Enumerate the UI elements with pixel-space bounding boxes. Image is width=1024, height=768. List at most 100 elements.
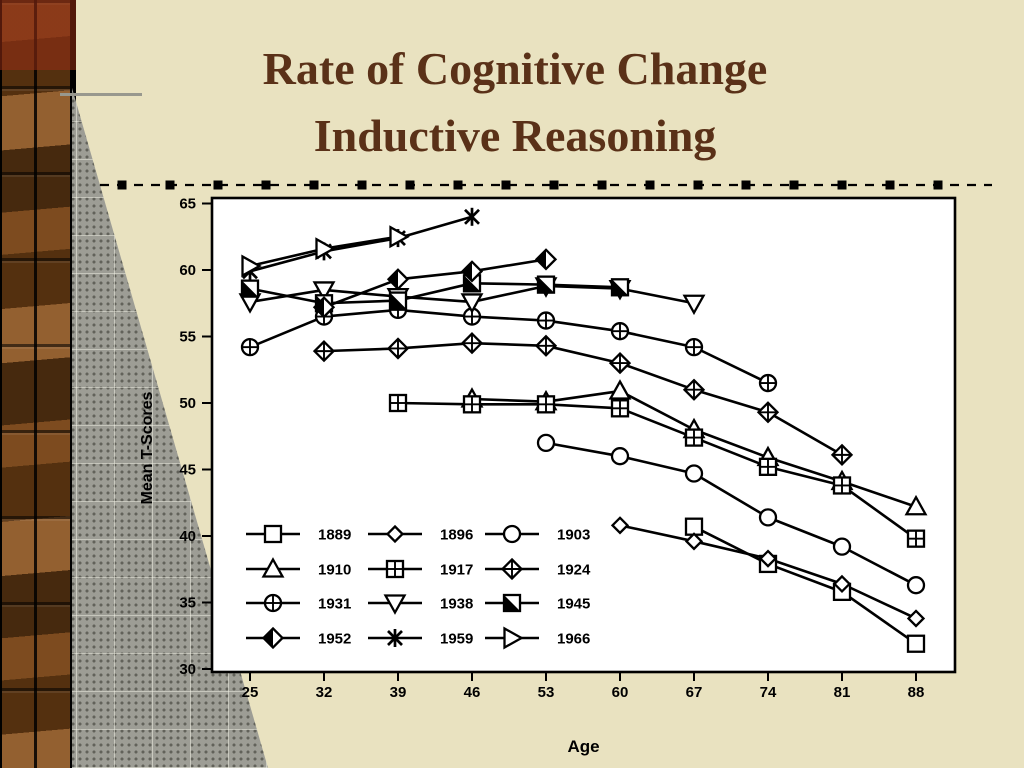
legend-entry-1945: 1945 xyxy=(485,593,590,613)
y-tick-label: 55 xyxy=(179,329,196,346)
series-1945-line xyxy=(248,281,622,305)
legend-entry-1889: 1889 xyxy=(246,524,351,544)
marker-open-triangle-right xyxy=(389,225,410,249)
marker-open-diamond xyxy=(684,532,704,551)
dashed-separator xyxy=(100,180,992,190)
marker-asterisk xyxy=(387,629,403,647)
series-markers xyxy=(238,207,928,653)
legend-entry-1896: 1896 xyxy=(368,524,473,544)
marker-open-diamond xyxy=(832,574,852,594)
legend-label: 1966 xyxy=(557,631,590,648)
legend-label: 1917 xyxy=(440,562,473,579)
decorative-gray-line xyxy=(60,93,142,96)
marker-diamond-cross xyxy=(830,443,854,466)
marker-open-triangle-up xyxy=(261,557,285,578)
marker-circle-plus xyxy=(263,593,283,613)
legend-label: 1924 xyxy=(557,562,591,579)
x-tick-label: 39 xyxy=(390,684,407,701)
series-1896-markers xyxy=(610,516,926,628)
marker-open-circle xyxy=(610,447,630,466)
marker-diamond-cross xyxy=(756,401,780,424)
marker-square-cross xyxy=(385,559,405,579)
marker-circle-plus xyxy=(684,337,704,357)
x-tick-label: 32 xyxy=(316,684,333,701)
series-1917-markers xyxy=(388,393,926,548)
series-1945-markers xyxy=(240,274,630,313)
series-1931-line xyxy=(248,308,770,385)
marker-square-half-filled xyxy=(240,279,260,298)
series-1966-markers xyxy=(241,225,410,278)
legend-entry-1938: 1938 xyxy=(368,594,473,615)
series-1959-line xyxy=(248,215,474,273)
decorative-border-strip xyxy=(0,0,76,768)
marker-diamond-cross xyxy=(500,557,524,581)
legend-entry-1952: 1952 xyxy=(246,626,351,650)
series-1952-line xyxy=(322,258,548,309)
x-tick-label: 74 xyxy=(760,684,777,701)
legend-label: 1945 xyxy=(557,596,590,613)
marker-circle-plus xyxy=(610,322,630,341)
marker-square-half-filled xyxy=(388,291,408,310)
series-1903-markers xyxy=(536,433,926,595)
marker-open-square xyxy=(263,524,283,544)
marker-diamond-cross xyxy=(534,334,558,357)
marker-square-half-filled xyxy=(610,278,630,297)
marker-open-circle xyxy=(758,508,778,527)
y-tick-label: 65 xyxy=(179,196,196,213)
x-axis-title: Age xyxy=(567,737,599,756)
x-tick-label: 81 xyxy=(834,684,851,701)
series-1889-line xyxy=(692,525,918,646)
marker-diamond-cross xyxy=(460,332,484,355)
plot-area xyxy=(210,196,957,674)
title-line-2: Inductive Reasoning xyxy=(313,109,717,161)
legend-entry-1959: 1959 xyxy=(368,629,473,648)
marker-square-half-filled xyxy=(502,593,522,613)
marker-open-triangle-right xyxy=(503,626,524,650)
marker-open-diamond xyxy=(610,516,630,535)
marker-diamond-half-filled xyxy=(534,248,558,271)
x-tick-label: 53 xyxy=(538,684,555,701)
marker-open-triangle-right xyxy=(241,254,262,278)
series-1931-markers xyxy=(240,300,778,393)
legend-entry-1910: 1910 xyxy=(246,557,351,579)
marker-open-triangle-up xyxy=(904,494,928,516)
marker-square-cross xyxy=(906,529,926,548)
y-tick-label: 60 xyxy=(179,262,196,279)
y-tick-label: 45 xyxy=(179,462,196,479)
series-1952-markers xyxy=(312,248,558,319)
marker-open-triangle-down xyxy=(383,594,407,615)
marker-asterisk xyxy=(464,207,480,226)
legend-entry-1903: 1903 xyxy=(485,524,590,544)
marker-open-triangle-down xyxy=(460,293,484,314)
marker-square-cross xyxy=(536,395,556,414)
y-tick-label: 30 xyxy=(179,661,196,678)
legend-label: 1889 xyxy=(318,527,351,544)
marker-square-cross xyxy=(388,393,408,413)
y-tick-label: 35 xyxy=(179,595,196,612)
marker-open-square xyxy=(906,634,926,653)
marker-diamond-cross xyxy=(608,351,632,375)
marker-diamond-half-filled xyxy=(460,260,484,283)
marker-open-diamond xyxy=(906,609,926,628)
marker-open-circle xyxy=(502,524,522,544)
legend: 1889 1896 1903 1910 1917 1924 1931 1938 1945 1952… xyxy=(246,524,591,650)
legend-label: 1896 xyxy=(440,527,473,544)
marker-square-cross xyxy=(758,457,778,476)
legend-entry-1924: 1924 xyxy=(485,557,591,581)
title-line-1: Rate of Cognitive Change xyxy=(262,43,768,94)
legend-entry-1917: 1917 xyxy=(368,559,473,579)
marker-open-circle xyxy=(906,576,926,595)
marker-square-cross xyxy=(832,476,852,495)
y-axis-title: Mean T-Scores xyxy=(139,391,156,504)
marker-square-cross xyxy=(684,428,704,447)
marker-diamond-half-filled xyxy=(261,626,285,650)
marker-circle-plus xyxy=(758,373,778,393)
marker-open-triangle-right xyxy=(315,237,336,261)
series-1924-markers xyxy=(312,332,854,466)
marker-diamond-cross xyxy=(312,340,336,363)
marker-open-triangle-down xyxy=(682,294,706,316)
legend-label: 1903 xyxy=(557,527,590,544)
marker-square-cross xyxy=(610,399,630,418)
